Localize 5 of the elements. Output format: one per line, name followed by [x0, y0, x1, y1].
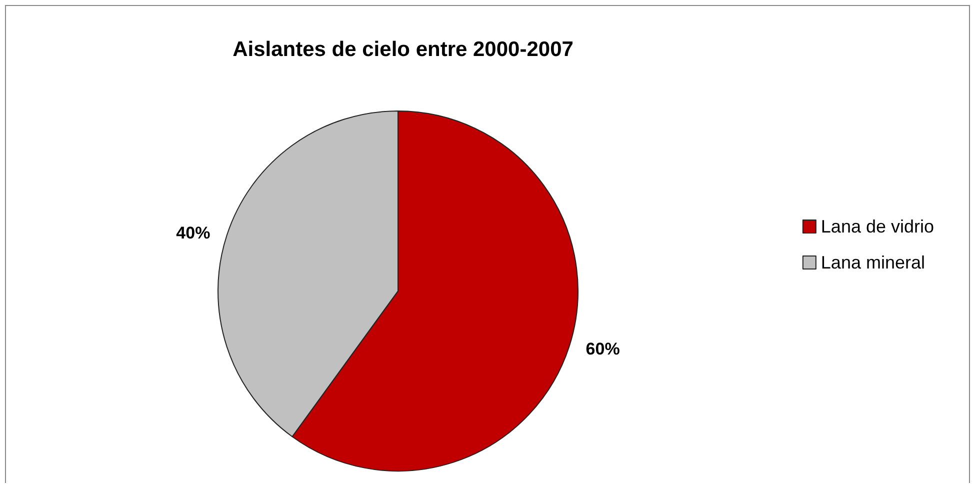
legend-label: Lana de vidrio — [820, 216, 934, 236]
legend-label: Lana mineral — [820, 252, 925, 272]
data-label: 40% — [176, 223, 210, 242]
chart-title: Aislantes de cielo entre 2000-2007 — [232, 38, 574, 61]
data-label: 60% — [586, 340, 620, 359]
